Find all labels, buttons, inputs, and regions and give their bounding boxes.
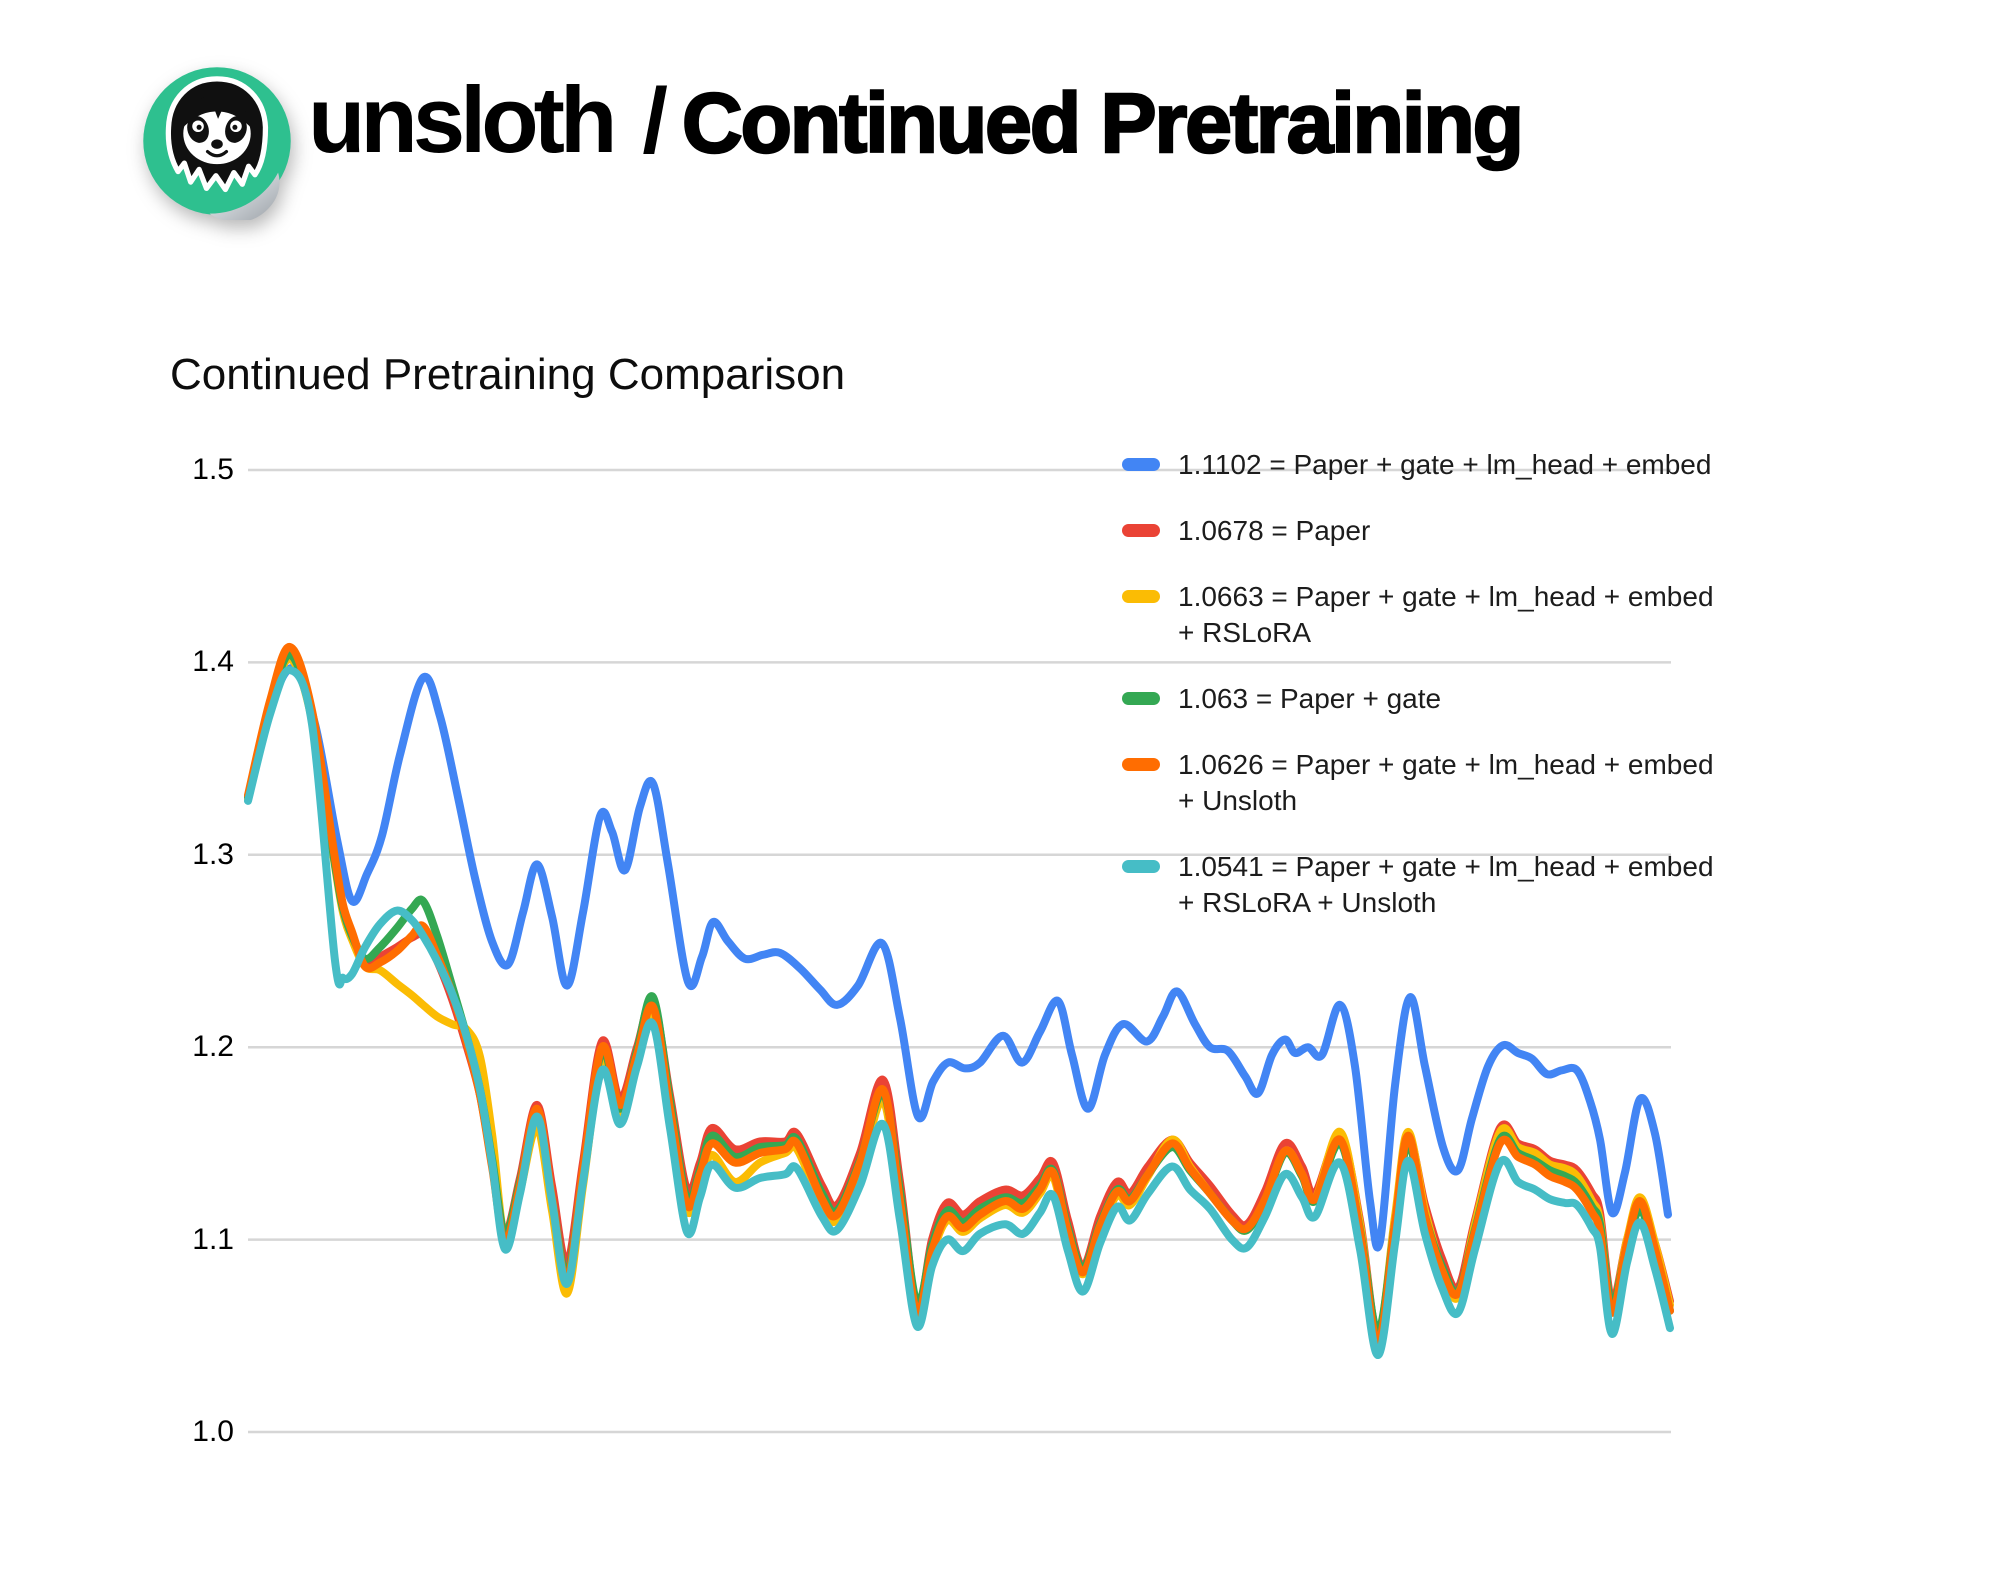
series-line-blue	[248, 668, 1668, 1248]
screenshot-root: unsloth/Continued Pretraining Continued …	[0, 0, 2000, 1594]
series-line-teal	[248, 670, 1670, 1355]
series-line-yellow	[248, 659, 1670, 1336]
chart-canvas	[0, 0, 2000, 1594]
series-lines	[248, 647, 1670, 1355]
